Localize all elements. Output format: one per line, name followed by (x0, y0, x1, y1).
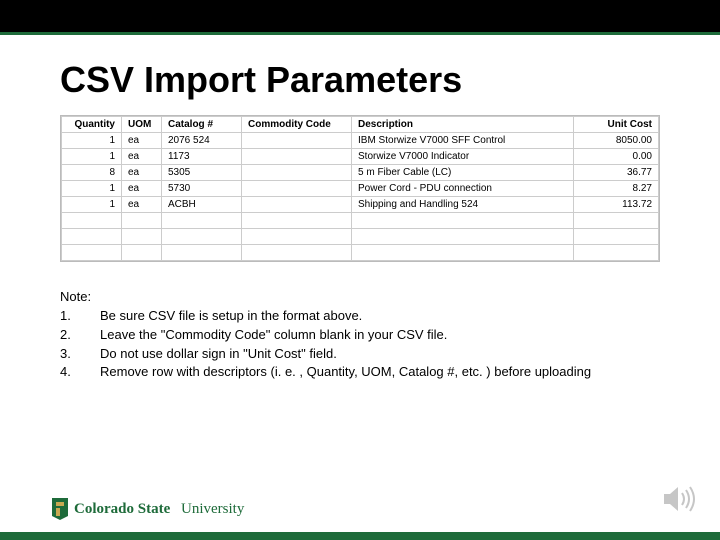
table-cell: 5 m Fiber Cable (LC) (352, 165, 574, 181)
table-cell: IBM Storwize V7000 SFF Control (352, 133, 574, 149)
table-cell: 8050.00 (574, 133, 659, 149)
table-cell: 1 (62, 149, 122, 165)
col-catalog: Catalog # (162, 117, 242, 133)
notes-section: Note: 1.Be sure CSV file is setup in the… (60, 288, 660, 382)
notes-label: Note: (60, 288, 660, 307)
speaker-icon (660, 481, 696, 522)
col-quantity: Quantity (62, 117, 122, 133)
table-cell: Storwize V7000 Indicator (352, 149, 574, 165)
table-row: 1ea2076 524 IBM Storwize V7000 SFF Contro… (62, 133, 659, 149)
svg-text:University: University (181, 501, 245, 517)
csv-example-table: Quantity UOM Catalog # Commodity Code De… (60, 115, 660, 262)
table-cell (242, 197, 352, 213)
note-number: 4. (60, 363, 100, 382)
note-item: 1.Be sure CSV file is setup in the forma… (60, 307, 660, 326)
table-cell: Power Cord - PDU connection (352, 181, 574, 197)
note-number: 1. (60, 307, 100, 326)
table-cell (242, 133, 352, 149)
slide-content: CSV Import Parameters Quantity UOM Catal… (0, 35, 720, 382)
table-row: 1ea1173 Storwize V7000 Indicator0.00 (62, 149, 659, 165)
table-cell: 8.27 (574, 181, 659, 197)
table-cell: ea (122, 165, 162, 181)
top-black-bar (0, 0, 720, 32)
table-cell: ea (122, 149, 162, 165)
note-item: 2.Leave the "Commodity Code" column blan… (60, 326, 660, 345)
col-commodity-code: Commodity Code (242, 117, 352, 133)
note-number: 3. (60, 345, 100, 364)
col-description: Description (352, 117, 574, 133)
table-row: 1ea5730 Power Cord - PDU connection8.27 (62, 181, 659, 197)
svg-text:Colorado State: Colorado State (74, 501, 171, 517)
table-cell (242, 181, 352, 197)
note-text: Do not use dollar sign in "Unit Cost" fi… (100, 345, 337, 364)
university-logo: Colorado State University (48, 496, 258, 522)
col-unit-cost: Unit Cost (574, 117, 659, 133)
table-cell: 8 (62, 165, 122, 181)
note-text: Remove row with descriptors (i. e. , Qua… (100, 363, 591, 382)
table-empty-row (62, 245, 659, 261)
table-cell: 2076 524 (162, 133, 242, 149)
note-text: Be sure CSV file is setup in the format … (100, 307, 362, 326)
table-cell: ACBH (162, 197, 242, 213)
slide-title: CSV Import Parameters (60, 59, 660, 101)
table-cell: 5730 (162, 181, 242, 197)
table-cell: ea (122, 133, 162, 149)
note-item: 4.Remove row with descriptors (i. e. , Q… (60, 363, 660, 382)
table-cell (242, 165, 352, 181)
table-cell: ea (122, 181, 162, 197)
col-uom: UOM (122, 117, 162, 133)
table-empty-row (62, 213, 659, 229)
bottom-green-bar (0, 532, 720, 540)
note-number: 2. (60, 326, 100, 345)
table-cell: Shipping and Handling 524 (352, 197, 574, 213)
table-cell: 1173 (162, 149, 242, 165)
table-cell: 113.72 (574, 197, 659, 213)
table-row: 1eaACBH Shipping and Handling 524113.72 (62, 197, 659, 213)
table-cell: 1 (62, 181, 122, 197)
note-item: 3.Do not use dollar sign in "Unit Cost" … (60, 345, 660, 364)
table-cell (242, 149, 352, 165)
table-cell: 36.77 (574, 165, 659, 181)
table-row: 8ea5305 5 m Fiber Cable (LC)36.77 (62, 165, 659, 181)
note-text: Leave the "Commodity Code" column blank … (100, 326, 447, 345)
table-cell: 1 (62, 133, 122, 149)
table-empty-row (62, 229, 659, 245)
table-cell: 0.00 (574, 149, 659, 165)
table-cell: 1 (62, 197, 122, 213)
table-cell: 5305 (162, 165, 242, 181)
table-cell: ea (122, 197, 162, 213)
table-header-row: Quantity UOM Catalog # Commodity Code De… (62, 117, 659, 133)
